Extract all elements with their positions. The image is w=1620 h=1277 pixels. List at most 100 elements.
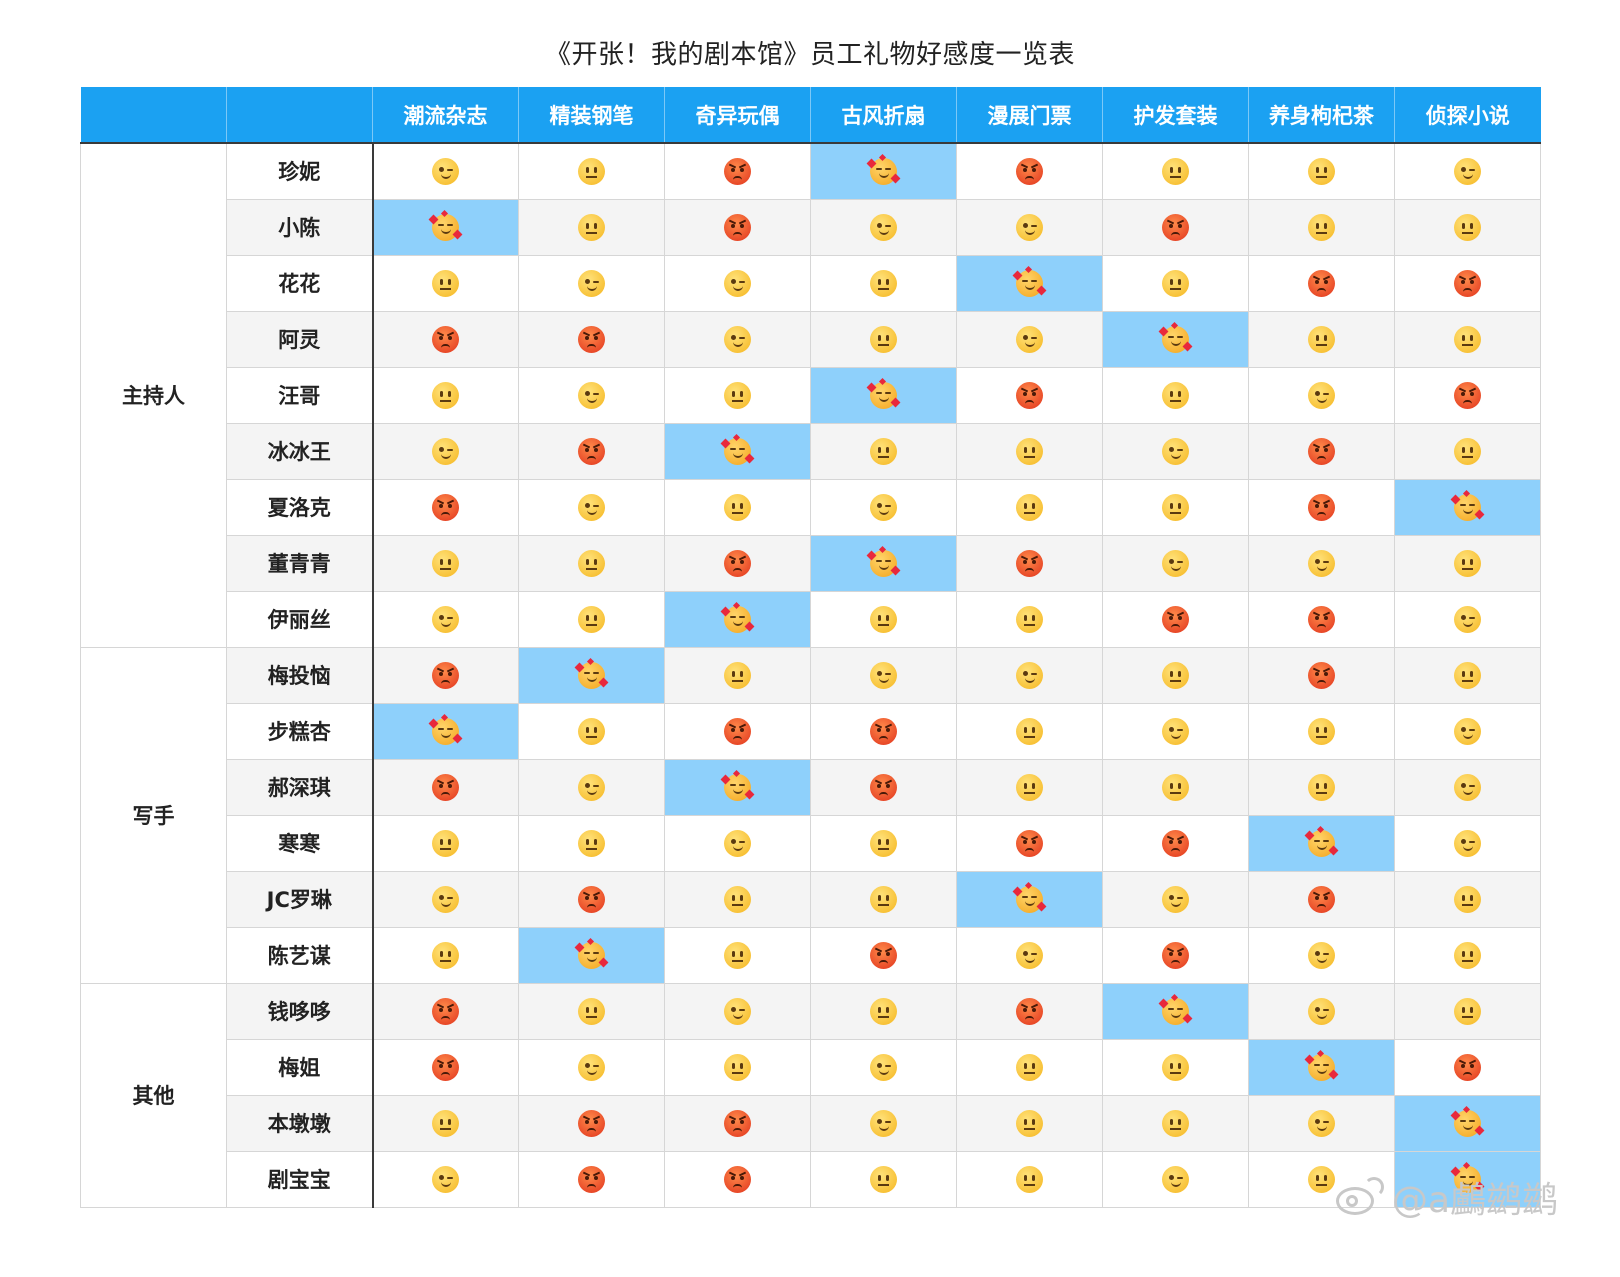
neutral-face-icon [1016,1165,1043,1193]
angry-face-icon [578,325,605,353]
reaction-cell [1102,423,1249,480]
smiling-face-with-hearts-icon [1450,489,1485,521]
employee-name: 步糕杏 [226,703,374,760]
angry-face-icon [1016,381,1043,409]
reaction-cell [956,983,1103,1040]
reaction-cell [518,535,665,592]
reaction-cell [664,591,811,648]
angry-face-icon [578,885,605,913]
reaction-cell [1248,311,1395,368]
reaction-cell [1102,815,1249,872]
group-label: 主持人 [80,143,227,648]
reaction-cell [1248,927,1395,984]
reaction-cell [1248,423,1395,480]
reaction-cell [372,591,519,648]
angry-face-icon [1454,269,1481,297]
reaction-cell [1248,479,1395,536]
reaction-cell [810,367,957,424]
neutral-face-icon [1308,1165,1335,1193]
neutral-face-icon [1308,213,1335,241]
employee-name: 陈艺谋 [226,927,374,984]
reaction-cell [664,927,811,984]
reaction-cell [518,703,665,760]
reaction-cell [1394,535,1541,592]
reaction-cell [956,647,1103,704]
winking-face-icon [578,381,605,409]
angry-face-icon [724,1165,751,1193]
reaction-cell [1248,143,1395,200]
reaction-cell [1102,703,1249,760]
table-row: 本墩墩 [81,1095,1541,1152]
reaction-cell [518,199,665,256]
neutral-face-icon [1162,1053,1189,1081]
reaction-cell [1248,703,1395,760]
angry-face-icon [1016,997,1043,1025]
reaction-cell [810,927,957,984]
reaction-cell [956,871,1103,928]
neutral-face-icon [1308,717,1335,745]
neutral-face-icon [1162,381,1189,409]
winking-face-icon [1454,157,1481,185]
reaction-cell [1394,927,1541,984]
gift-header: 侦探小说 [1394,87,1541,144]
reaction-cell [518,367,665,424]
reaction-cell [1102,143,1249,200]
table-row: 陈艺谋 [81,927,1541,984]
winking-face-icon [1016,325,1043,353]
reaction-cell [664,703,811,760]
reaction-cell [956,703,1103,760]
reaction-cell [810,647,957,704]
angry-face-icon [1162,829,1189,857]
neutral-face-icon [870,829,897,857]
employee-name: 剧宝宝 [226,1151,374,1208]
reaction-cell [1394,1095,1541,1152]
reaction-cell [1248,983,1395,1040]
angry-face-icon [1308,437,1335,465]
neutral-face-icon [1308,157,1335,185]
angry-face-icon [1308,493,1335,521]
angry-face-icon [1454,381,1481,409]
angry-face-icon [432,1053,460,1081]
smiling-face-with-hearts-icon [1012,881,1047,913]
reaction-cell [518,255,665,312]
reaction-cell [372,871,519,928]
neutral-face-icon [724,493,751,521]
neutral-face-icon [578,157,605,185]
employee-name: 汪哥 [226,367,374,424]
reaction-cell [1394,1039,1541,1096]
reaction-cell [1248,647,1395,704]
winking-face-icon [578,269,605,297]
winking-face-icon [870,213,897,241]
employee-name: JC罗琳 [226,871,374,928]
angry-face-icon [1308,269,1335,297]
neutral-face-icon [870,885,897,913]
header-group-blank [80,87,227,144]
angry-face-icon [724,1109,751,1137]
angry-face-icon [724,157,751,185]
gift-header: 精装钢笔 [518,87,665,144]
winking-face-icon [432,437,460,465]
table-body: 主持人 珍妮 小陈 花花 阿灵 汪哥 冰冰王 夏洛克 董青青 伊丽丝 写手 梅投恼 步糕杏 郝深琪 寒寒 JC… [80,143,1541,1208]
reaction-cell [664,759,811,816]
winking-face-icon [1308,549,1335,577]
neutral-face-icon [724,941,751,969]
winking-face-icon [1016,661,1043,689]
reaction-cell [1248,367,1395,424]
reaction-cell [664,535,811,592]
reaction-cell [372,983,519,1040]
neutral-face-icon [1016,717,1043,745]
reaction-cell [1394,703,1541,760]
reaction-cell [664,423,811,480]
reaction-cell [1394,479,1541,536]
smiling-face-with-hearts-icon [866,153,901,185]
winking-face-icon [1454,773,1481,801]
reaction-cell [810,1039,957,1096]
neutral-face-icon [432,269,460,297]
winking-face-icon [1162,885,1189,913]
reaction-cell [1394,311,1541,368]
page-title: 《开张！我的剧本馆》员工礼物好感度一览表 [544,40,1075,70]
reaction-cell [1102,199,1249,256]
employee-name: 钱哆哆 [226,983,374,1040]
header-row: 潮流杂志 精装钢笔 奇异玩偶 古风折扇 漫展门票 护发套装 养身枸杞茶 侦探小说 [80,87,1541,144]
reaction-cell [956,1151,1103,1208]
